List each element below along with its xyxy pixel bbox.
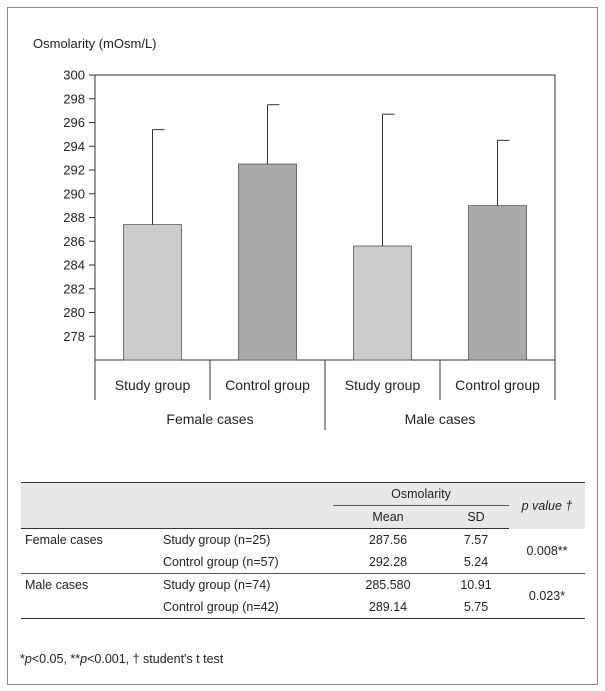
header-p-text: p value †	[521, 498, 573, 513]
x-group-label: Female cases	[166, 411, 253, 427]
y-tick-label: 278	[63, 329, 85, 344]
table-row: Control group (n=57) 292.28 5.24	[21, 551, 585, 574]
header-blank-1	[21, 482, 163, 506]
table-row: Control group (n=42) 289.14 5.75	[21, 596, 585, 619]
bar	[123, 224, 182, 361]
table-row: Female cases Study group (n=25) 287.56 7…	[21, 528, 585, 574]
bar	[353, 245, 412, 361]
row-p: 0.023*	[509, 573, 585, 619]
y-axis-label: Osmolarity (mOsm/L)	[33, 36, 157, 51]
row-group: Study group (n=74)	[163, 578, 271, 592]
x-category-label: Study group	[345, 377, 421, 393]
x-category-label: Control group	[225, 377, 310, 393]
y-tick-label: 288	[63, 210, 85, 225]
row-sex	[21, 596, 163, 619]
header-blank-3	[21, 505, 163, 529]
footnote-p1: p	[24, 652, 32, 666]
footnote: *p<0.05, **p<0.001, † student's t test	[20, 652, 223, 666]
row-p: 0.008**	[509, 528, 585, 574]
row-sd: 5.75	[443, 596, 509, 619]
row-sex: Female cases	[25, 533, 103, 547]
statistics-table: Osmolarity p value † Mean SD Female case…	[21, 482, 585, 619]
figure-frame	[7, 7, 598, 685]
header-osmolarity: Osmolarity	[333, 482, 509, 506]
header-blank-4	[163, 505, 333, 529]
y-tick-label: 286	[63, 234, 85, 249]
row-sex	[21, 551, 163, 574]
bar-chart: Osmolarity (mOsm/L) 278 280 282 284 286 288 29…	[33, 36, 556, 430]
x-category-label: Study group	[115, 377, 191, 393]
y-tick-label: 300	[63, 68, 85, 83]
axis-layer: 278 280 282 284 286 288 290 292 294 296 298 300	[63, 68, 556, 361]
y-tick-label: 294	[63, 139, 85, 154]
bar	[238, 163, 297, 361]
row-mean: 287.56	[368, 533, 408, 547]
y-tick-label: 282	[63, 281, 85, 296]
row-sex: Male cases	[25, 578, 89, 592]
header-sd: SD	[443, 505, 509, 529]
footnote-text3: † student's t test	[132, 652, 224, 666]
category-labels: Study group Control group Study group Contr…	[94, 360, 556, 430]
header-p-value: p value †	[509, 482, 585, 529]
footnote-star: *	[20, 652, 25, 666]
footnote-text1: <0.05, **	[31, 652, 81, 666]
header-blank-2	[163, 482, 333, 506]
row-mean: 289.14	[333, 596, 443, 619]
header-mean: Mean	[333, 505, 443, 529]
row-mean: 285.580	[365, 578, 411, 592]
bars-layer	[123, 104, 527, 361]
table-row: Male cases Study group (n=74) 285.580 10…	[21, 573, 585, 619]
y-tick-label: 284	[63, 258, 85, 273]
row-sd: 7.57	[463, 533, 489, 547]
footnote-text2: <0.001,	[87, 652, 133, 666]
y-tick-label: 290	[63, 186, 85, 201]
row-mean: 292.28	[333, 551, 443, 574]
x-category-label: Control group	[455, 377, 540, 393]
row-sd: 10.91	[460, 578, 492, 592]
row-group: Control group (n=57)	[163, 551, 333, 574]
y-tick-label: 298	[63, 91, 85, 106]
row-sd: 5.24	[443, 551, 509, 574]
y-tick-label: 280	[63, 305, 85, 320]
y-tick-label: 296	[63, 115, 85, 130]
y-tick-label: 292	[63, 163, 85, 178]
bar	[468, 205, 527, 361]
footnote-p2: p	[80, 652, 88, 666]
row-group: Study group (n=25)	[163, 533, 271, 547]
row-group: Control group (n=42)	[163, 596, 333, 619]
x-group-label: Male cases	[405, 411, 476, 427]
